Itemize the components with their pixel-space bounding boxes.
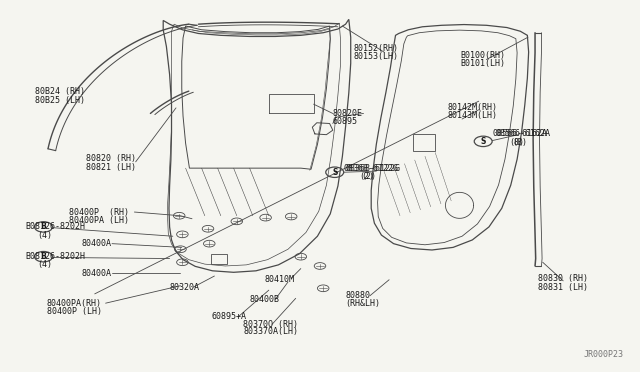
Text: 80821 (LH): 80821 (LH) <box>86 163 136 172</box>
Text: 80400A: 80400A <box>82 269 112 278</box>
Text: 08566-6162A: 08566-6162A <box>493 129 548 138</box>
Text: 80153(LH): 80153(LH) <box>353 52 398 61</box>
Text: 80320A: 80320A <box>170 283 200 292</box>
Text: 80B24 (RH): 80B24 (RH) <box>35 87 85 96</box>
Text: (4): (4) <box>37 260 52 269</box>
Text: B: B <box>41 252 46 261</box>
Text: 80410M: 80410M <box>264 275 294 283</box>
Text: B0100(RH): B0100(RH) <box>461 51 506 60</box>
Text: (RH&LH): (RH&LH) <box>346 299 381 308</box>
Text: 80820 (RH): 80820 (RH) <box>86 154 136 163</box>
Text: 80400P  (RH): 80400P (RH) <box>69 208 129 217</box>
Text: 80143M(LH): 80143M(LH) <box>448 111 498 120</box>
Text: S: S <box>481 137 486 146</box>
Text: JR000P23: JR000P23 <box>584 350 624 359</box>
Text: 80152(RH): 80152(RH) <box>353 44 398 53</box>
Text: 80370Q (RH): 80370Q (RH) <box>243 320 298 329</box>
Text: 80400A: 80400A <box>82 239 112 248</box>
Text: 60895+A: 60895+A <box>211 312 246 321</box>
Text: (8): (8) <box>509 138 524 147</box>
Text: 80400PA (LH): 80400PA (LH) <box>69 216 129 225</box>
Text: (2): (2) <box>362 172 376 181</box>
Text: (4): (4) <box>37 231 52 240</box>
Text: 80400P (LH): 80400P (LH) <box>47 307 102 316</box>
Text: B: B <box>41 222 46 231</box>
Text: 08368-6122G: 08368-6122G <box>346 164 401 173</box>
Text: (2): (2) <box>360 172 374 181</box>
Text: 08566-6162A: 08566-6162A <box>496 129 551 138</box>
Text: 60895: 60895 <box>333 117 358 126</box>
Text: B0101(LH): B0101(LH) <box>461 60 506 68</box>
Text: 80820E: 80820E <box>333 109 363 118</box>
Text: 803370A(LH): 803370A(LH) <box>243 327 298 336</box>
Text: 80880: 80880 <box>346 291 371 300</box>
Text: 80400PA(RH): 80400PA(RH) <box>47 299 102 308</box>
Text: B08126-8202H: B08126-8202H <box>26 222 86 231</box>
Text: 80B25 (LH): 80B25 (LH) <box>35 96 85 105</box>
Text: 80400B: 80400B <box>250 295 280 304</box>
Text: 08368-6122G: 08368-6122G <box>344 164 399 173</box>
Text: S: S <box>332 168 337 177</box>
Text: 80830 (RH): 80830 (RH) <box>538 275 588 283</box>
Text: 80831 (LH): 80831 (LH) <box>538 283 588 292</box>
Text: 80142M(RH): 80142M(RH) <box>448 103 498 112</box>
Text: B08126-8202H: B08126-8202H <box>26 252 86 261</box>
Text: (8): (8) <box>512 138 527 147</box>
